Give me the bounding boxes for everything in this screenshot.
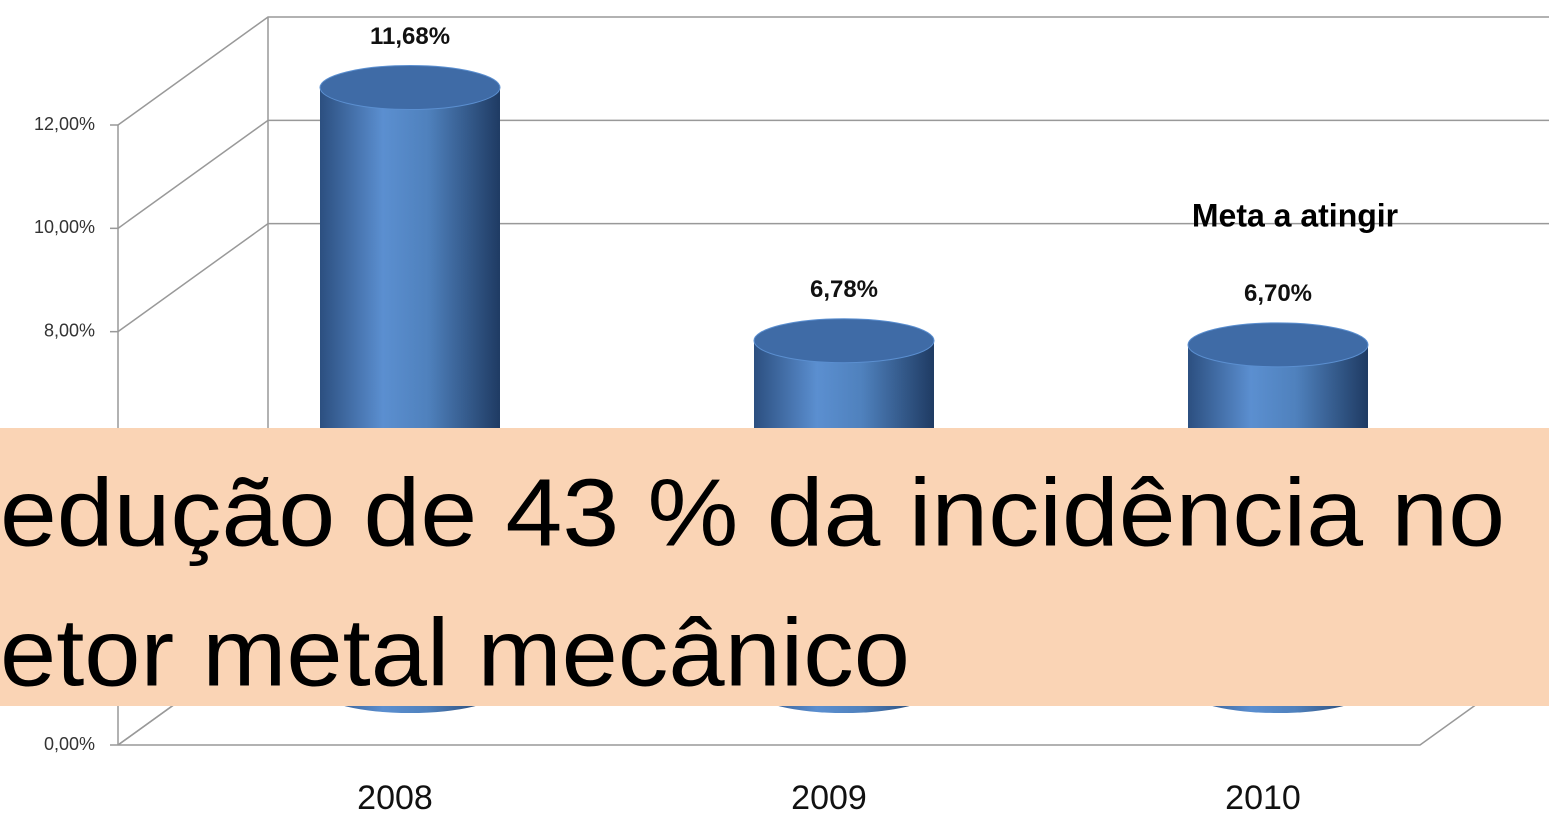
- overlay-line: etor metal mecânico: [0, 599, 910, 706]
- y-tick-label: 12,00%: [34, 114, 95, 134]
- overlay-box: [0, 428, 1549, 706]
- grid-line: [117, 119, 1549, 229]
- annotation: Meta a atingir: [1192, 197, 1398, 233]
- bar-top: [1187, 322, 1369, 368]
- grid-line: [117, 16, 1549, 126]
- y-tick-label: 0,00%: [44, 734, 95, 754]
- bar-top: [319, 65, 501, 111]
- overlay-line: edução de 43 % da incidência no: [0, 459, 1505, 566]
- value-label: 6,78%: [810, 276, 878, 303]
- value-label: 11,68%: [370, 23, 450, 50]
- y-tick-label: 10,00%: [34, 217, 95, 237]
- value-label: 6,70%: [1244, 280, 1312, 307]
- grid-line: [117, 222, 1549, 333]
- x-tick-label: 2008: [357, 779, 433, 817]
- x-tick-label: 2009: [791, 779, 867, 817]
- x-tick-label: 2010: [1225, 779, 1301, 817]
- bar-top: [753, 318, 935, 364]
- y-tick-label: 8,00%: [44, 320, 95, 340]
